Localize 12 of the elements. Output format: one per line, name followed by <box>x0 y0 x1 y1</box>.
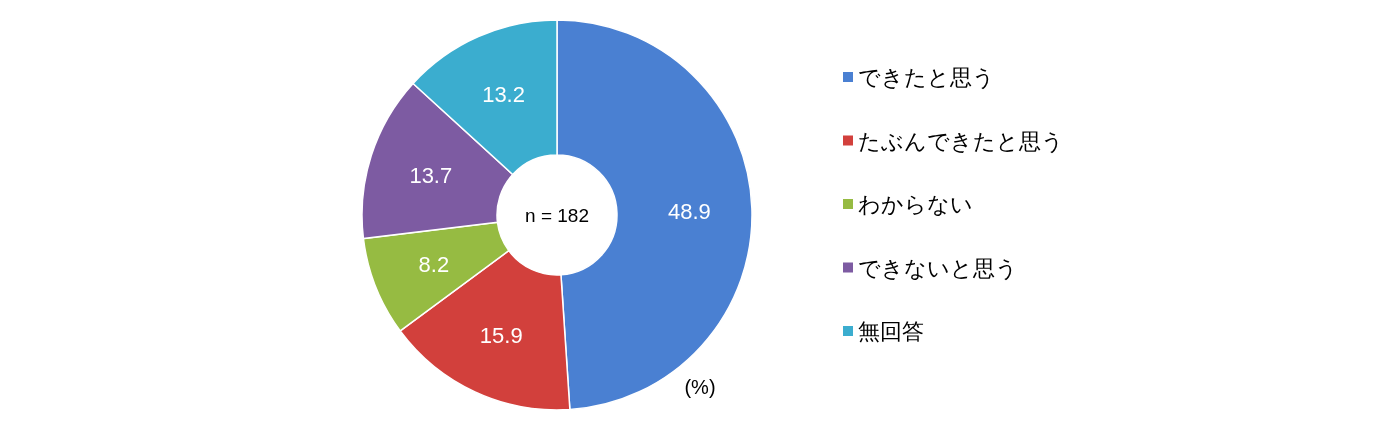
text: (%) <box>684 376 716 398</box>
data-label: 13.2 <box>482 81 525 107</box>
data-label: 13.7 <box>409 162 453 188</box>
data-label: 8.2 <box>418 252 450 278</box>
legend-label: 無回答 <box>858 319 924 344</box>
legend-label: たぶんできたと思う <box>858 128 1064 154</box>
legend-label: できたと思う <box>858 65 995 90</box>
data-label: 15.9 <box>479 323 523 349</box>
text: n = 182 <box>525 205 589 226</box>
legend-label: できないと思う <box>858 255 1018 281</box>
data-label: 48.9 <box>668 198 711 224</box>
legend-label: わからない <box>858 192 973 217</box>
